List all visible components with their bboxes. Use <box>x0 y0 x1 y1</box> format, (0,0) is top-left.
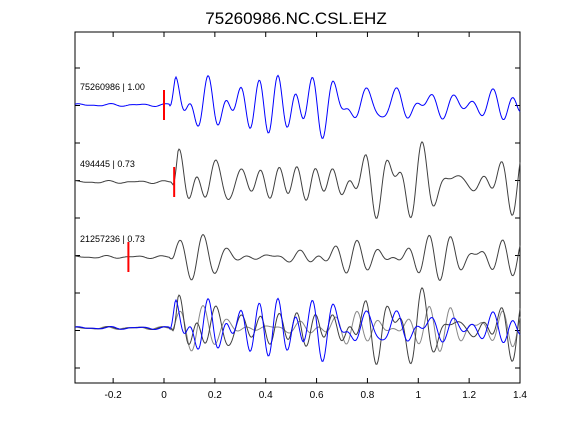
x-tick-label: 0.2 <box>208 390 222 401</box>
x-tick-label: 1.4 <box>513 390 527 401</box>
pick-markers <box>127 90 176 272</box>
x-tick-label: 0 <box>161 390 167 401</box>
overlay-trace-line <box>74 297 521 362</box>
trace-label: 494445 | 0.73 <box>80 159 135 169</box>
x-tick-label: 0.8 <box>360 390 374 401</box>
x-tick-label: 1 <box>416 390 422 401</box>
trace-group <box>74 74 521 365</box>
trace-label: 75260986 | 1.00 <box>80 82 145 92</box>
overlay-trace-line <box>75 286 521 365</box>
x-tick-label: 0.4 <box>259 390 273 401</box>
trace-labels: 75260986 | 1.00 494445 | 0.73 21257236 | 0… <box>80 82 145 244</box>
trace-line <box>74 233 521 282</box>
x-tick-label: -0.2 <box>105 390 123 401</box>
chart-title: 75260986.NC.CSL.EHZ <box>205 9 386 28</box>
trace-label: 21257236 | 0.73 <box>80 234 145 244</box>
x-tick-label: 1.2 <box>462 390 476 401</box>
axis-ticks: -0.2 0 0.2 0.4 0.6 0.8 1 1.2 1.4 <box>75 32 527 401</box>
trace-line <box>75 140 521 219</box>
trace-line <box>74 74 521 139</box>
x-tick-label: 0.6 <box>310 390 324 401</box>
